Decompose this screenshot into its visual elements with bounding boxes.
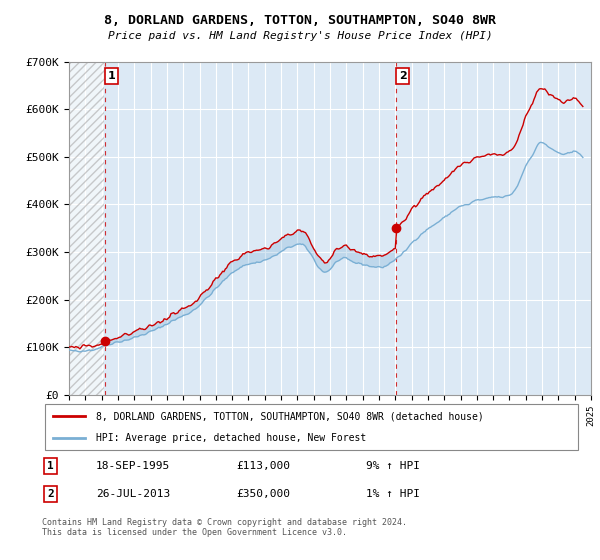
Text: 1% ↑ HPI: 1% ↑ HPI (366, 489, 420, 499)
FancyBboxPatch shape (45, 404, 578, 450)
Text: 1: 1 (107, 71, 115, 81)
Text: 9% ↑ HPI: 9% ↑ HPI (366, 461, 420, 471)
Text: 2: 2 (399, 71, 407, 81)
Text: 26-JUL-2013: 26-JUL-2013 (96, 489, 170, 499)
Text: 8, DORLAND GARDENS, TOTTON, SOUTHAMPTON, SO40 8WR (detached house): 8, DORLAND GARDENS, TOTTON, SOUTHAMPTON,… (96, 411, 484, 421)
Text: 18-SEP-1995: 18-SEP-1995 (96, 461, 170, 471)
Text: £113,000: £113,000 (236, 461, 290, 471)
Text: £350,000: £350,000 (236, 489, 290, 499)
Text: HPI: Average price, detached house, New Forest: HPI: Average price, detached house, New … (96, 433, 366, 443)
Text: Price paid vs. HM Land Registry's House Price Index (HPI): Price paid vs. HM Land Registry's House … (107, 31, 493, 41)
Text: Contains HM Land Registry data © Crown copyright and database right 2024.
This d: Contains HM Land Registry data © Crown c… (42, 518, 407, 538)
Text: 1: 1 (47, 461, 54, 471)
Text: 8, DORLAND GARDENS, TOTTON, SOUTHAMPTON, SO40 8WR: 8, DORLAND GARDENS, TOTTON, SOUTHAMPTON,… (104, 14, 496, 27)
Text: 2: 2 (47, 489, 54, 499)
